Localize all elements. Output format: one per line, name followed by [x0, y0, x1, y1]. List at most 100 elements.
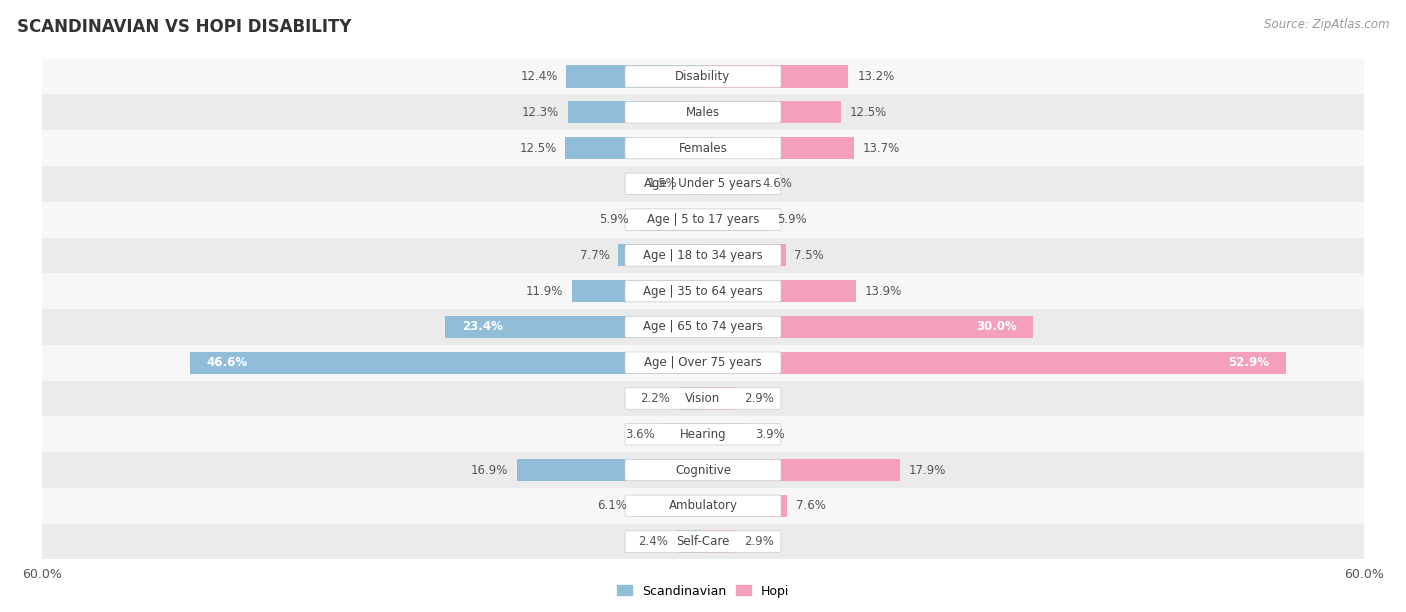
- Text: Age | Over 75 years: Age | Over 75 years: [644, 356, 762, 369]
- Bar: [42, 166, 1364, 202]
- Bar: [703, 137, 853, 159]
- Text: 5.9%: 5.9%: [599, 213, 630, 226]
- Text: 30.0%: 30.0%: [976, 321, 1017, 334]
- Text: 7.5%: 7.5%: [794, 249, 824, 262]
- Bar: [42, 274, 1364, 309]
- FancyBboxPatch shape: [626, 245, 780, 266]
- Text: 7.6%: 7.6%: [796, 499, 825, 512]
- Text: Vision: Vision: [685, 392, 721, 405]
- Bar: [636, 494, 703, 517]
- Bar: [703, 209, 768, 231]
- FancyBboxPatch shape: [626, 459, 780, 481]
- Text: Cognitive: Cognitive: [675, 463, 731, 477]
- Text: 2.9%: 2.9%: [744, 535, 773, 548]
- Bar: [619, 244, 703, 266]
- Bar: [703, 316, 1033, 338]
- Text: 12.5%: 12.5%: [849, 106, 887, 119]
- Text: 6.1%: 6.1%: [598, 499, 627, 512]
- Text: Age | Under 5 years: Age | Under 5 years: [644, 177, 762, 190]
- Bar: [42, 524, 1364, 559]
- Bar: [568, 101, 703, 124]
- Bar: [42, 345, 1364, 381]
- Bar: [42, 59, 1364, 94]
- Text: 11.9%: 11.9%: [526, 285, 564, 297]
- FancyBboxPatch shape: [626, 209, 780, 230]
- Bar: [565, 137, 703, 159]
- FancyBboxPatch shape: [626, 495, 780, 517]
- Text: 12.4%: 12.4%: [520, 70, 558, 83]
- Text: 12.3%: 12.3%: [522, 106, 558, 119]
- Text: 23.4%: 23.4%: [461, 321, 503, 334]
- Text: SCANDINAVIAN VS HOPI DISABILITY: SCANDINAVIAN VS HOPI DISABILITY: [17, 18, 352, 36]
- Text: Self-Care: Self-Care: [676, 535, 730, 548]
- Bar: [42, 381, 1364, 416]
- Bar: [42, 130, 1364, 166]
- Text: 4.6%: 4.6%: [762, 177, 793, 190]
- FancyBboxPatch shape: [626, 531, 780, 552]
- Bar: [42, 237, 1364, 274]
- Bar: [703, 459, 900, 481]
- FancyBboxPatch shape: [626, 316, 780, 338]
- Bar: [703, 244, 786, 266]
- FancyBboxPatch shape: [626, 66, 780, 88]
- Bar: [567, 65, 703, 88]
- Bar: [679, 387, 703, 409]
- Text: 2.9%: 2.9%: [744, 392, 773, 405]
- Text: Ambulatory: Ambulatory: [668, 499, 738, 512]
- Text: 3.6%: 3.6%: [624, 428, 655, 441]
- Bar: [676, 531, 703, 553]
- Text: 12.5%: 12.5%: [519, 141, 557, 155]
- FancyBboxPatch shape: [626, 137, 780, 159]
- Bar: [703, 65, 848, 88]
- Bar: [703, 387, 735, 409]
- FancyBboxPatch shape: [626, 388, 780, 409]
- Text: 52.9%: 52.9%: [1227, 356, 1270, 369]
- Bar: [42, 488, 1364, 524]
- Bar: [703, 280, 856, 302]
- Text: 2.4%: 2.4%: [638, 535, 668, 548]
- Bar: [638, 209, 703, 231]
- Text: 13.2%: 13.2%: [858, 70, 894, 83]
- Text: Males: Males: [686, 106, 720, 119]
- Text: 17.9%: 17.9%: [908, 463, 946, 477]
- FancyBboxPatch shape: [626, 352, 780, 373]
- FancyBboxPatch shape: [626, 280, 780, 302]
- Text: 1.5%: 1.5%: [648, 177, 678, 190]
- Text: Source: ZipAtlas.com: Source: ZipAtlas.com: [1264, 18, 1389, 31]
- Bar: [703, 494, 787, 517]
- Text: Disability: Disability: [675, 70, 731, 83]
- Text: Age | 5 to 17 years: Age | 5 to 17 years: [647, 213, 759, 226]
- Text: Age | 35 to 64 years: Age | 35 to 64 years: [643, 285, 763, 297]
- Bar: [664, 423, 703, 446]
- Bar: [42, 202, 1364, 237]
- Bar: [686, 173, 703, 195]
- Bar: [703, 531, 735, 553]
- FancyBboxPatch shape: [626, 102, 780, 123]
- Text: 13.9%: 13.9%: [865, 285, 903, 297]
- Bar: [42, 416, 1364, 452]
- Bar: [42, 94, 1364, 130]
- Bar: [703, 101, 841, 124]
- Text: Hearing: Hearing: [679, 428, 727, 441]
- Legend: Scandinavian, Hopi: Scandinavian, Hopi: [612, 580, 794, 602]
- Bar: [446, 316, 703, 338]
- Text: Age | 65 to 74 years: Age | 65 to 74 years: [643, 321, 763, 334]
- Text: 16.9%: 16.9%: [471, 463, 508, 477]
- Bar: [42, 452, 1364, 488]
- Text: 5.9%: 5.9%: [776, 213, 807, 226]
- Bar: [703, 352, 1285, 374]
- Bar: [703, 423, 747, 446]
- Text: 2.2%: 2.2%: [640, 392, 669, 405]
- Bar: [572, 280, 703, 302]
- Text: Age | 18 to 34 years: Age | 18 to 34 years: [643, 249, 763, 262]
- FancyBboxPatch shape: [626, 173, 780, 195]
- Text: 3.9%: 3.9%: [755, 428, 785, 441]
- Bar: [190, 352, 703, 374]
- Bar: [517, 459, 703, 481]
- Text: 13.7%: 13.7%: [863, 141, 900, 155]
- Bar: [703, 173, 754, 195]
- FancyBboxPatch shape: [626, 424, 780, 445]
- Text: Females: Females: [679, 141, 727, 155]
- Text: 7.7%: 7.7%: [579, 249, 609, 262]
- Text: 46.6%: 46.6%: [207, 356, 247, 369]
